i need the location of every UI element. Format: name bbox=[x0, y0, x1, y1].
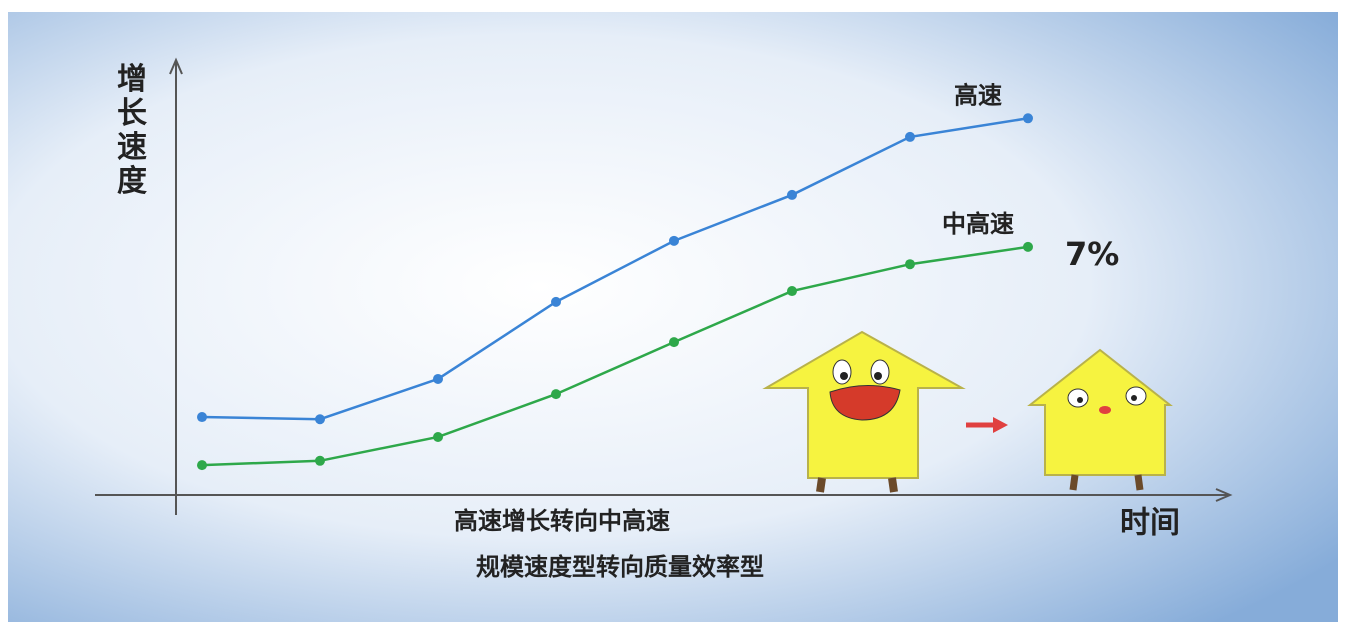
data-point bbox=[551, 389, 561, 400]
data-point bbox=[551, 296, 561, 307]
annotation: 7% bbox=[1065, 235, 1119, 273]
background bbox=[8, 12, 1338, 622]
data-point bbox=[315, 414, 325, 425]
y-axis-label: 增长速度 bbox=[117, 62, 147, 199]
data-point bbox=[669, 337, 679, 348]
data-point bbox=[1023, 241, 1033, 252]
data-point bbox=[433, 373, 443, 384]
data-point bbox=[669, 235, 679, 246]
series-line bbox=[201, 245, 1029, 467]
data-point bbox=[197, 460, 207, 471]
data-point bbox=[197, 412, 207, 423]
small-arrow-figure bbox=[1027, 348, 1173, 491]
y-axis-arrow bbox=[169, 57, 183, 75]
caption: 高速增长转向中高速 bbox=[454, 507, 670, 535]
data-point bbox=[905, 131, 915, 142]
data-point bbox=[1023, 113, 1033, 124]
x-axis-label: 时间 bbox=[1120, 506, 1180, 541]
series-line bbox=[201, 117, 1029, 421]
big-arrow-figure bbox=[762, 330, 966, 493]
data-point bbox=[315, 455, 325, 466]
data-point bbox=[787, 189, 797, 200]
series-label: 高速 bbox=[954, 81, 1002, 109]
series-label: 中高速 bbox=[942, 210, 1014, 238]
data-point bbox=[905, 259, 915, 270]
data-point bbox=[433, 431, 443, 442]
caption: 规模速度型转向质量效率型 bbox=[476, 553, 764, 581]
x-axis-arrow bbox=[1215, 488, 1233, 502]
data-point bbox=[787, 286, 797, 297]
transition-arrow-head bbox=[993, 417, 1008, 433]
